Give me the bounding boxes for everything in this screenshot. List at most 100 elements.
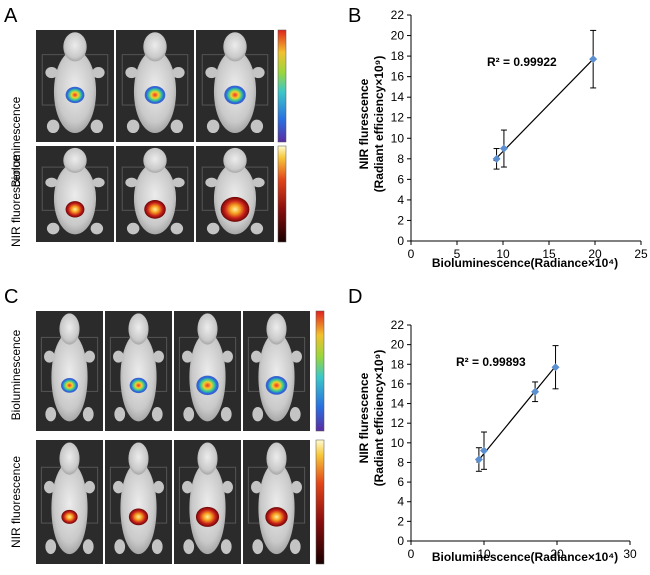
panel-a-bio-mouse-mouse-hindlimb [250,119,264,134]
panel-c-nir-mouse-mouse-hindlimb [114,539,126,555]
panel-c-bio-mouse-mouse-forelimb [113,350,124,363]
panel-a-nir-mouse-mouse-hindlimb [170,222,184,235]
chart-b-ytick-label: 10 [391,131,405,145]
panel-c-nir-mouse-mouse-body [120,462,157,555]
panel-letter-d: D [348,286,362,308]
panel-c-nir-mouse-signal [61,509,78,524]
panel-c-bio-mouse-mouse-forelimb [251,350,262,363]
panel-a-bio-mouse-mouse-hindlimb [90,119,104,134]
chart-b-ylabel-line1: NIR flurescence [357,78,371,169]
chart-b-ytick-label: 0 [397,234,404,248]
panel-c: Bioluminescence NIR fluorescence [9,310,325,565]
chart-d-xtick-label: 30 [623,547,637,561]
panel-a-nir-mouse-mouse-forelimb [125,177,138,188]
chart-b-ytick-label: 4 [397,193,404,207]
panel-a-nir-mouse-mouse-body [53,163,97,235]
panel-c-bio-mouse-signal [129,377,148,394]
panel-c-bio-mouse-signal [196,375,219,396]
panel-a-bio-mouse-mouse-head [223,32,247,62]
panel-a-nir-mouse-mouse-body [133,163,177,235]
panel-a-bio-mouse-signal [65,86,85,104]
panel-c-nir-mouse-mouse-hindlimb [82,539,94,555]
chart-b-ytick-label: 18 [391,49,405,63]
panel-c-colorbar-nir [315,439,325,565]
panel-c-nir-mouse-signal [195,506,220,527]
chart-b-point [499,144,508,153]
panel-c-bio-mouse-mouse-head [128,313,149,345]
panel-c-bio-mouse-signal [265,376,288,395]
panel-a-row-label-bioluminescence: Bioluminescence [9,96,23,187]
panel-c-nir-mouse-mouse-forelimb [182,480,193,494]
chart-b-xtick-label: 15 [542,247,556,261]
chart-d-point [531,387,540,396]
chart-d-xtick-label: 20 [550,547,564,561]
chart-d-trendline [476,365,557,463]
chart-d-annotation: R² = 0.99893 [456,355,526,369]
chart-d-point [474,455,483,464]
panel-letter-c: C [4,286,18,308]
panel-a-nir-mouse-signal [144,200,166,219]
panel-c-bio-mouse-mouse-forelimb [44,350,55,363]
chart-b-annotation: R² = 0.99922 [487,55,557,69]
chart-d-ytick-label: 4 [397,495,404,509]
panel-a-nir-mouse-mouse-hindlimb [46,222,60,235]
panel-a-colorbar-nir [277,145,287,243]
panel-c-bio-mouse-mouse-head [197,313,218,345]
panel-a-nir-mouse-mouse-head [223,147,247,173]
panel-letter-b: B [348,5,361,27]
panel-a-bio-mouse-mouse-hindlimb [126,119,140,134]
panel-a-bio-mouse-mouse-hindlimb [170,119,184,134]
chart-d-ytick-label: 14 [391,397,405,411]
panel-a-nir-mouse-signal [65,201,85,218]
panel-a-bio-mouse-mouse-forelimb [125,66,138,79]
panel-a-bio-mouse-mouse-head [143,32,167,62]
panel-c-bio-mouse-mouse-hindlimb [114,407,126,422]
panel-c-nir-mouse-mouse-hindlimb [151,539,163,555]
panel-a-nir-mouse-mouse-forelimb [92,177,105,188]
panel-c-row-label-nir: NIR fluorescence [9,456,23,548]
panel-a-bio-mouse-signal [224,85,246,105]
panel-c-bio-mouse-signal [61,378,78,393]
chart-b-ytick-label: 8 [397,152,404,166]
chart-d-ytick-label: 12 [391,416,405,430]
chart-b-xlabel: Bioluminescence(Radiance×10⁴) [432,256,618,270]
panel-c-nir-mouse-mouse-forelimb [291,480,302,494]
panel-a-nir-mouse-mouse-hindlimb [126,222,140,235]
panel-c-nir-mouse-mouse-head [197,442,218,475]
panel-c-nir-mouse-mouse-head [128,442,149,475]
chart-b-xtick-label: 0 [408,247,415,261]
panel-c-bio-mouse-mouse-forelimb [182,350,193,363]
chart-b-ytick-label: 16 [391,70,405,84]
chart-b-ytick-label: 12 [391,111,405,125]
panel-c-colorbar-bio [315,310,325,432]
panel-a-nir-mouse-mouse-forelimb [45,177,58,188]
panel-c-bio-mouse-mouse-body [120,332,157,422]
chart-d-point [480,446,488,455]
panel-c-bio-mouse-mouse-forelimb [291,350,302,363]
chart-b-xtick-label: 5 [454,247,461,261]
chart-b-point [589,55,598,64]
chart-b-ylabel-line2: (Radiant efficiency×10⁹) [372,56,386,193]
panel-c-nir-mouse-mouse-hindlimb [45,539,57,555]
panel-a-colorbar-bio [277,29,287,143]
panel-c-bio-mouse-mouse-hindlimb [183,407,195,422]
panel-c-bio-mouse-mouse-head [266,313,287,345]
panel-a-row-label-nir: NIR fluorescence [9,155,23,247]
chart-b-xtick-label: 25 [634,247,648,261]
chart-d-ytick-label: 22 [391,318,405,332]
panel-a-bio-mouse-mouse-hindlimb [206,119,220,134]
panel-a-bio-mouse-mouse-forelimb [252,66,265,79]
chart-d-ytick-label: 2 [397,514,404,528]
panel-a-bio-mouse-mouse-forelimb [172,66,185,79]
panel-c-bio-mouse-mouse-hindlimb [220,407,232,422]
panel-letter-a: A [4,5,18,27]
panel-a-bio-mouse-signal [144,85,166,104]
panel-c-bio-mouse-mouse-forelimb [222,350,233,363]
chart-d-point [551,363,560,372]
chart-d-ytick-label: 20 [391,338,405,352]
chart-b-xtick-label: 20 [588,247,602,261]
panel-a-nir-mouse-signal [220,196,250,222]
chart-d-ytick-label: 16 [391,377,405,391]
chart-d-ylabel-line1: NIR flurescence [357,372,371,463]
